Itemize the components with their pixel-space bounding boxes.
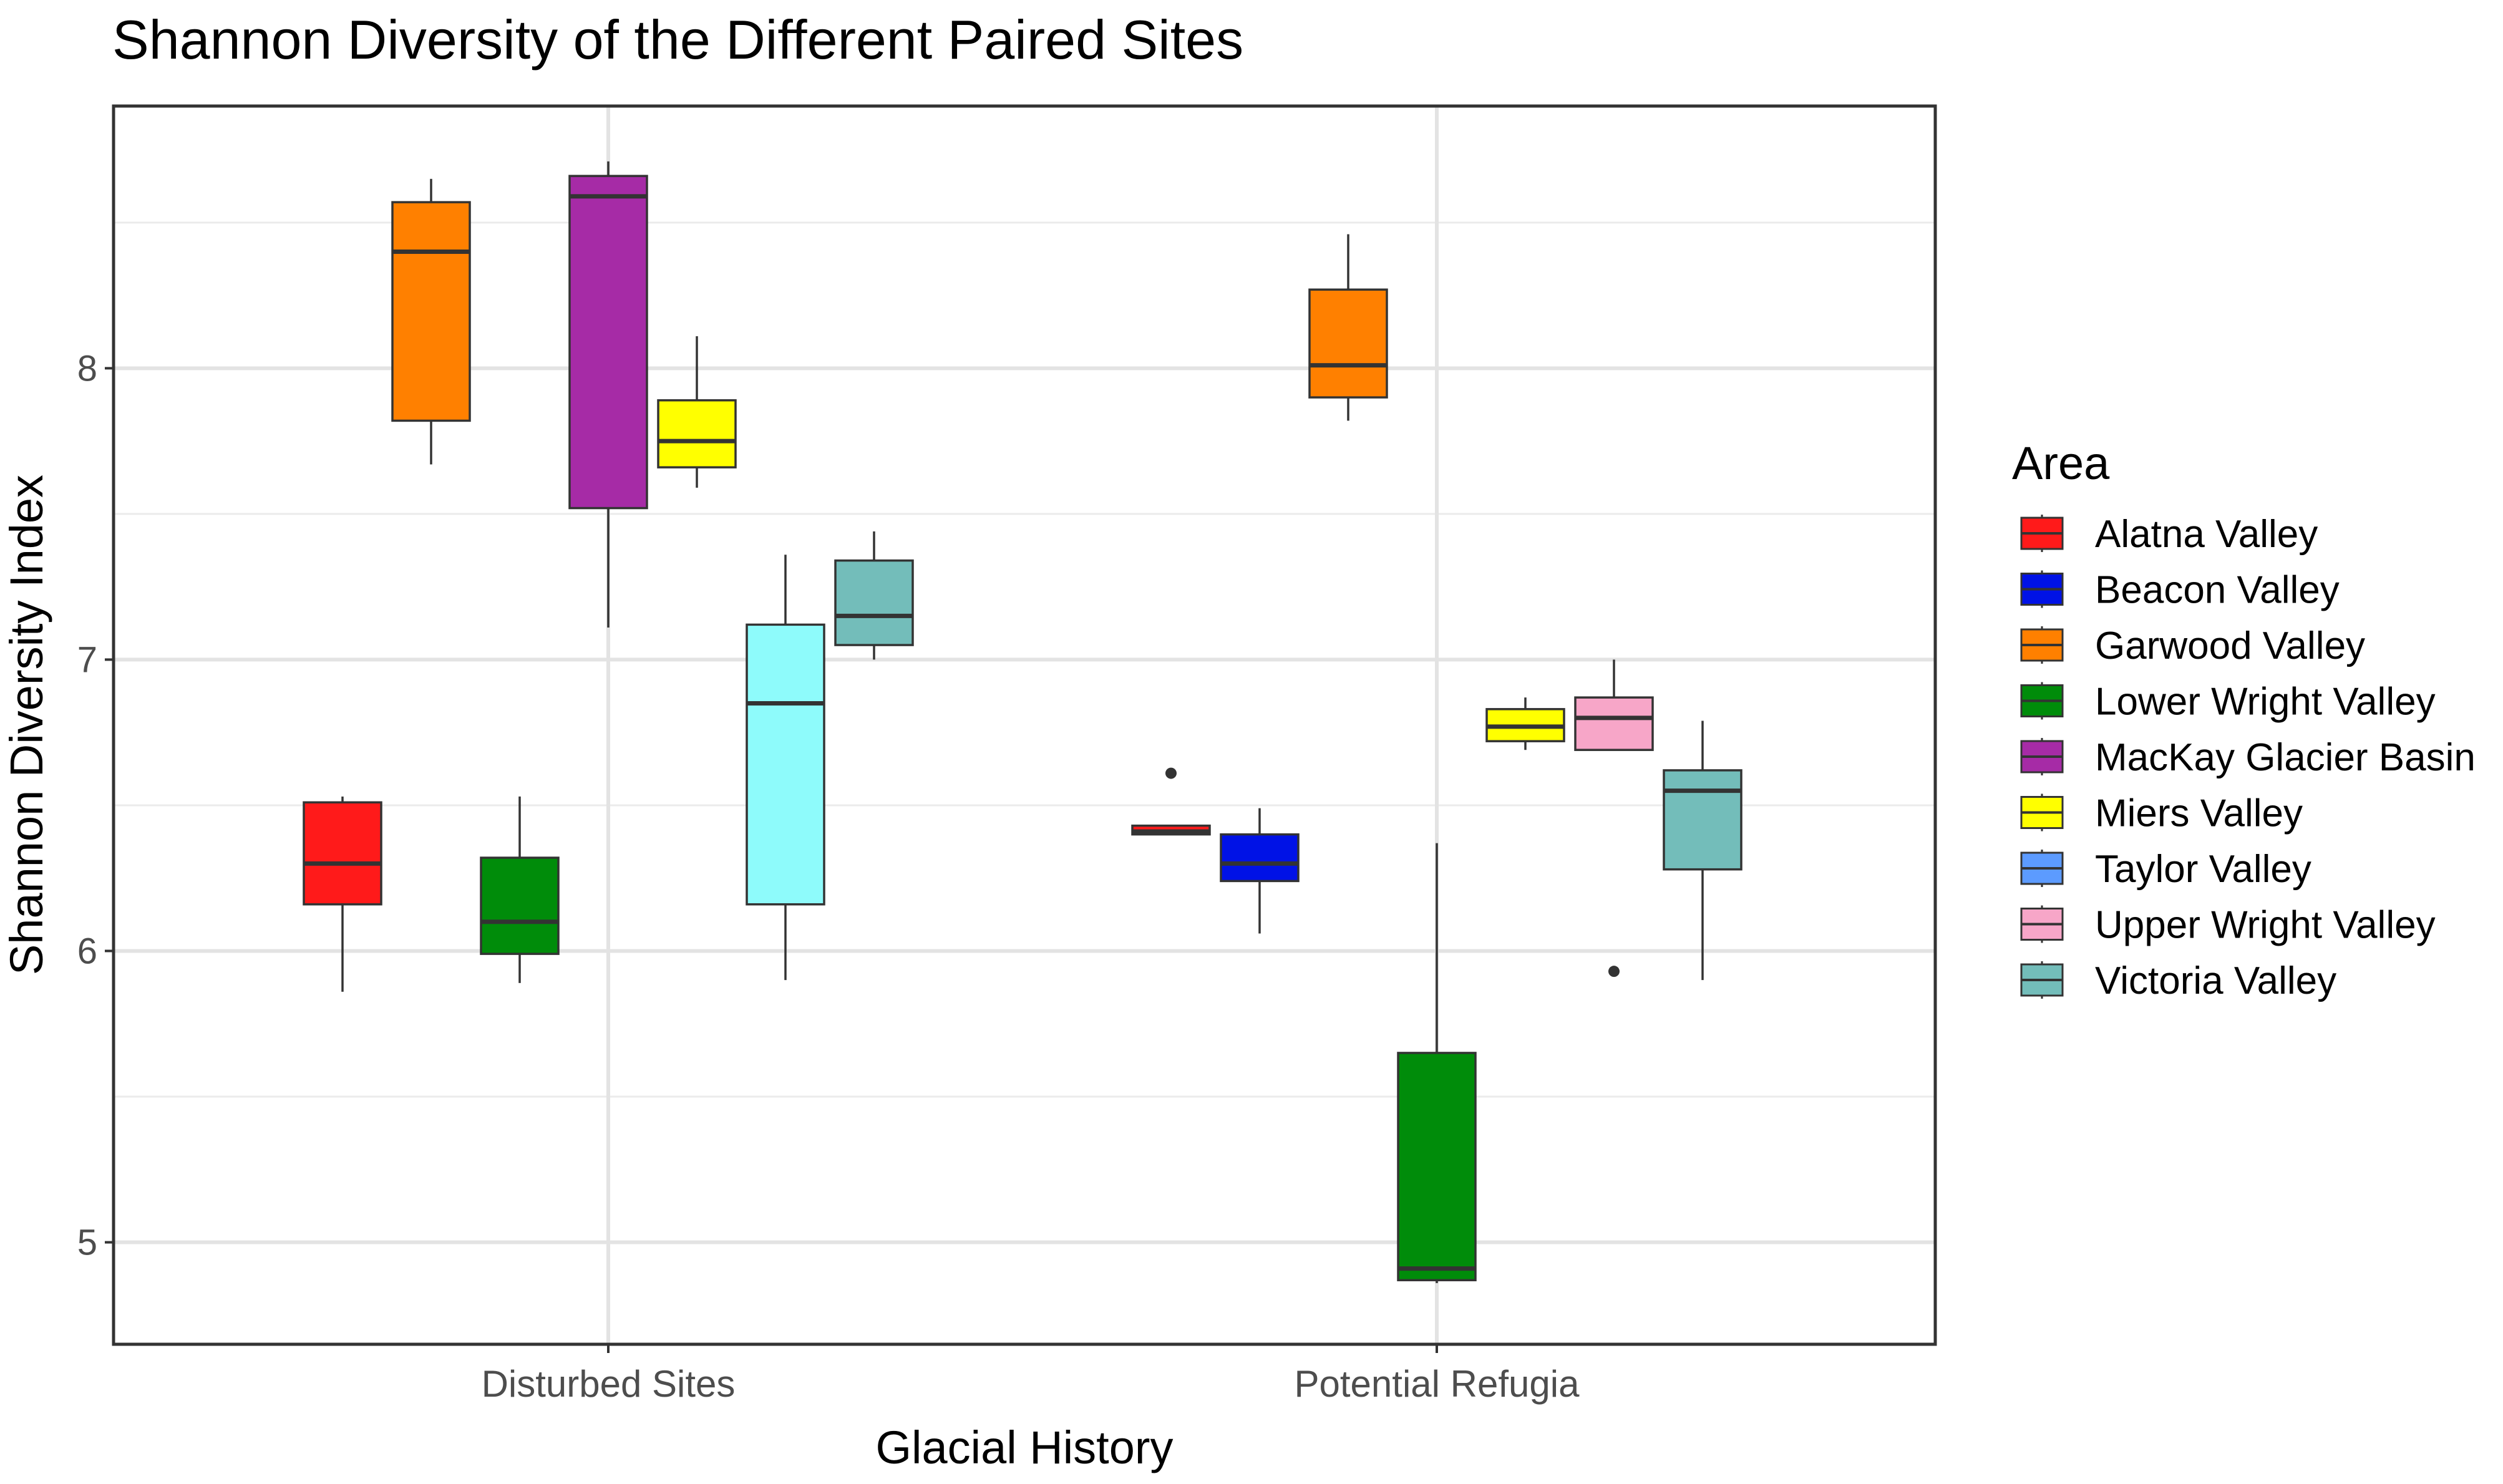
box-disturbed-sites-taylor-valley: [746, 555, 825, 981]
box-body: [657, 399, 737, 468]
y-tick-label: 8: [77, 348, 97, 389]
legend: Area Alatna Valley Beacon Valley Garwood V…: [2012, 437, 2476, 1002]
legend-label: Victoria Valley: [2095, 959, 2336, 1002]
box-potential-refugia-miers-valley: [1485, 697, 1565, 750]
box-potential-refugia-victoria-valley: [1663, 720, 1742, 981]
box-body: [568, 175, 648, 510]
box-disturbed-sites-alatna-valley: [303, 796, 382, 992]
legend-item-beacon-valley: Beacon Valley: [2020, 569, 2340, 612]
legend-item-garwood-valley: Garwood Valley: [2020, 624, 2365, 667]
legend-label: Beacon Valley: [2095, 569, 2340, 612]
box-disturbed-sites-garwood-valley: [391, 178, 471, 465]
x-tick-label: Disturbed Sites: [482, 1363, 736, 1405]
box-potential-refugia-lower-wright-valley: [1397, 843, 1477, 1283]
legend-item-alatna-valley: Alatna Valley: [2020, 513, 2318, 556]
legend-item-taylor-valley: Taylor Valley: [2020, 848, 2311, 891]
axes: 5 6 7 8 Disturbed Sites Potential Refugia: [77, 348, 1580, 1405]
box-body: [1397, 1052, 1477, 1281]
box-body: [746, 623, 825, 906]
box-potential-refugia-beacon-valley: [1220, 808, 1300, 934]
box-body: [480, 856, 560, 955]
box-disturbed-sites-lower-wright-valley: [480, 796, 560, 983]
y-axis-title: Shannon Diversity Index: [1, 475, 52, 975]
x-axis-title: Glacial History: [876, 1422, 1174, 1473]
legend-label: Lower Wright Valley: [2095, 681, 2436, 724]
legend-label: Alatna Valley: [2095, 513, 2318, 556]
legend-item-upper-wright-valley: Upper Wright Valley: [2020, 904, 2436, 947]
legend-item-mackay-glacier-basin: MacKay Glacier Basin: [2020, 736, 2476, 779]
chart-title: Shannon Diversity of the Different Paire…: [112, 9, 1243, 70]
box-body: [1663, 769, 1742, 871]
outlier-point: [1608, 966, 1620, 977]
x-tick-label: Potential Refugia: [1295, 1363, 1580, 1405]
box-body: [1220, 833, 1300, 883]
box-body: [1574, 696, 1654, 751]
box-body: [303, 801, 382, 906]
outlier-point: [1165, 767, 1177, 779]
legend-label: Taylor Valley: [2095, 848, 2311, 891]
legend-label: Miers Valley: [2095, 792, 2303, 835]
y-tick-label: 7: [77, 639, 97, 680]
box-potential-refugia-alatna-valley: [1131, 767, 1211, 836]
box-body: [834, 559, 914, 646]
legend-title: Area: [2012, 437, 2110, 489]
boxes: [303, 161, 1742, 1283]
legend-label: Upper Wright Valley: [2095, 904, 2436, 947]
legend-label: MacKay Glacier Basin: [2095, 736, 2476, 779]
plot-panel-border: [112, 104, 1937, 1346]
legend-item-victoria-valley: Victoria Valley: [2020, 959, 2336, 1002]
box-disturbed-sites-miers-valley: [657, 336, 737, 488]
box-body: [391, 201, 471, 422]
legend-item-lower-wright-valley: Lower Wright Valley: [2020, 681, 2436, 724]
box-disturbed-sites-victoria-valley: [834, 531, 914, 660]
box-body: [1308, 288, 1388, 399]
y-tick-label: 6: [77, 931, 97, 971]
box-potential-refugia-upper-wright-valley: [1574, 659, 1654, 977]
legend-label: Garwood Valley: [2095, 624, 2365, 667]
legend-item-miers-valley: Miers Valley: [2020, 792, 2303, 835]
y-tick-label: 5: [77, 1223, 97, 1263]
box-potential-refugia-garwood-valley: [1308, 234, 1388, 421]
grid: [114, 106, 1935, 1344]
box-disturbed-sites-mackay-glacier-basin: [568, 161, 648, 628]
